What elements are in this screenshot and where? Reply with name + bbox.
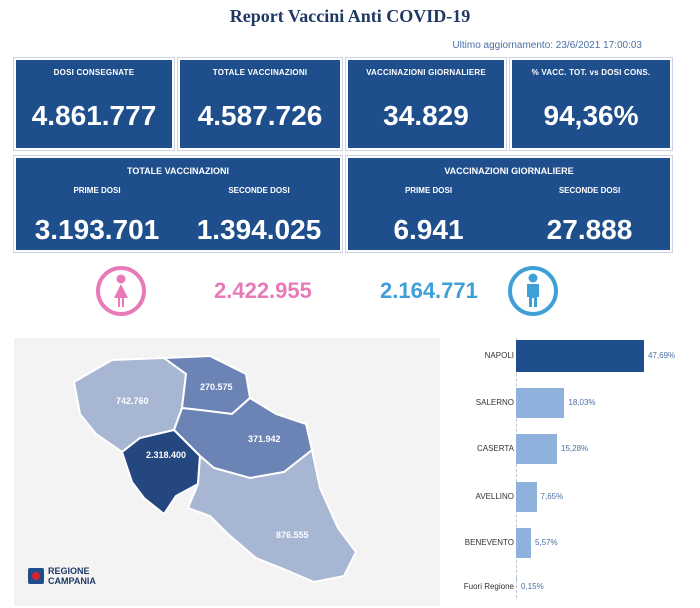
kpi-label: % VACC. TOT. vs DOSI CONS.	[531, 68, 651, 77]
kpi-value: 4.861.777	[31, 100, 157, 131]
seconde-dosi-value: 27.888	[546, 214, 633, 245]
bar-value-label: 0,15%	[521, 582, 544, 591]
bar-row: AVELLINO 7,65%	[440, 482, 700, 518]
kpi-vaccinazioni-giornaliere: VACCINAZIONI GIORNALIERE 34.829	[346, 58, 506, 150]
bar-value-label: 5,57%	[534, 538, 558, 547]
bar-category-label: AVELLINO	[475, 492, 514, 501]
kpi-value: 34.829	[383, 100, 469, 131]
bar[interactable]	[516, 482, 537, 512]
campania-map-panel: 742.760 270.575 371.942 2.318.400 876.55…	[14, 338, 440, 606]
kpi-value: 94,36%	[543, 100, 639, 131]
map-region-napoli	[120, 428, 202, 516]
bar[interactable]	[516, 578, 517, 580]
bar-row: BENEVENTO 5,57%	[440, 528, 700, 564]
bar-category-label: SALERNO	[475, 398, 514, 407]
bar-value-label: 47,69%	[648, 351, 676, 360]
prime-dosi-label: PRIME DOSI	[73, 186, 121, 195]
panel-heading: TOTALE VACCINAZIONI	[127, 166, 229, 176]
bar-row: CASERTA 15,28%	[440, 434, 700, 470]
seconde-dosi-label: SECONDE DOSI	[228, 186, 290, 195]
bar-row: Fuori Regione 0,15%	[440, 578, 700, 608]
prime-dosi-label: PRIME DOSI	[404, 186, 453, 195]
map-label-napoli: 2.318.400	[146, 450, 187, 460]
bar-row: NAPOLI 47,69%	[440, 340, 700, 376]
map-label-salerno: 876.555	[276, 530, 309, 540]
map-label-caserta: 742.760	[116, 396, 149, 406]
report-title: Report Vaccini Anti COVID-19	[229, 6, 471, 26]
kpi-label: VACCINAZIONI GIORNALIERE	[366, 68, 486, 77]
map-label-avellino: 371.942	[248, 434, 281, 444]
vaccinazioni-giornaliere-panel: VACCINAZIONI GIORNALIERE PRIME DOSI SECO…	[346, 156, 672, 252]
female-icon	[96, 266, 146, 316]
kpi-label: TOTALE VACCINAZIONI	[212, 68, 308, 77]
bar-category-label: NAPOLI	[484, 351, 514, 360]
totale-vaccinazioni-panel: TOTALE VACCINAZIONI PRIME DOSI SECONDE D…	[14, 156, 342, 252]
female-vaccinated-value: 2.422.955	[214, 278, 312, 303]
bar-category-label: BENEVENTO	[464, 538, 514, 547]
campania-map	[72, 354, 358, 584]
male-vaccinated-value: 2.164.771	[380, 278, 478, 303]
seconde-dosi-value: 1.394.025	[196, 214, 322, 245]
bar-chart-axis	[516, 338, 517, 598]
campania-logo-icon	[28, 568, 44, 584]
bar-value-label: 7,65%	[540, 492, 564, 501]
male-icon	[508, 266, 558, 316]
bar-value-label: 18,03%	[568, 398, 596, 407]
panel-heading: VACCINAZIONI GIORNALIERE	[444, 166, 574, 176]
prime-dosi-value: 3.193.701	[34, 214, 160, 245]
bar[interactable]	[516, 528, 531, 558]
map-region-salerno	[186, 448, 358, 584]
bar-value-label: 15,28%	[561, 444, 589, 453]
bar-row: SALERNO 18,03%	[440, 388, 700, 424]
logo-line-2: CAMPANIA	[48, 576, 96, 586]
bar-category-label: Fuori Regione	[463, 582, 514, 591]
regione-campania-logo: REGIONE CAMPANIA	[28, 566, 96, 586]
bar[interactable]	[516, 388, 565, 418]
bar[interactable]	[516, 340, 644, 372]
map-label-benevento: 270.575	[200, 382, 233, 392]
kpi-totale-vaccinazioni: TOTALE VACCINAZIONI 4.587.726	[178, 58, 342, 150]
logo-line-1: REGIONE	[48, 566, 90, 576]
last-updated: Ultimo aggiornamento: 23/6/2021 17:00:03	[452, 40, 642, 51]
kpi-label: DOSI CONSEGNATE	[53, 68, 135, 77]
bar-category-label: CASERTA	[476, 444, 514, 453]
seconde-dosi-label: SECONDE DOSI	[558, 186, 621, 195]
kpi-percent-vaccinati: % VACC. TOT. vs DOSI CONS. 94,36%	[510, 58, 672, 150]
bar[interactable]	[516, 434, 557, 464]
prime-dosi-value: 6.941	[393, 214, 464, 245]
kpi-dosi-consegnate: DOSI CONSEGNATE 4.861.777	[14, 58, 174, 150]
kpi-value: 4.587.726	[197, 100, 323, 131]
